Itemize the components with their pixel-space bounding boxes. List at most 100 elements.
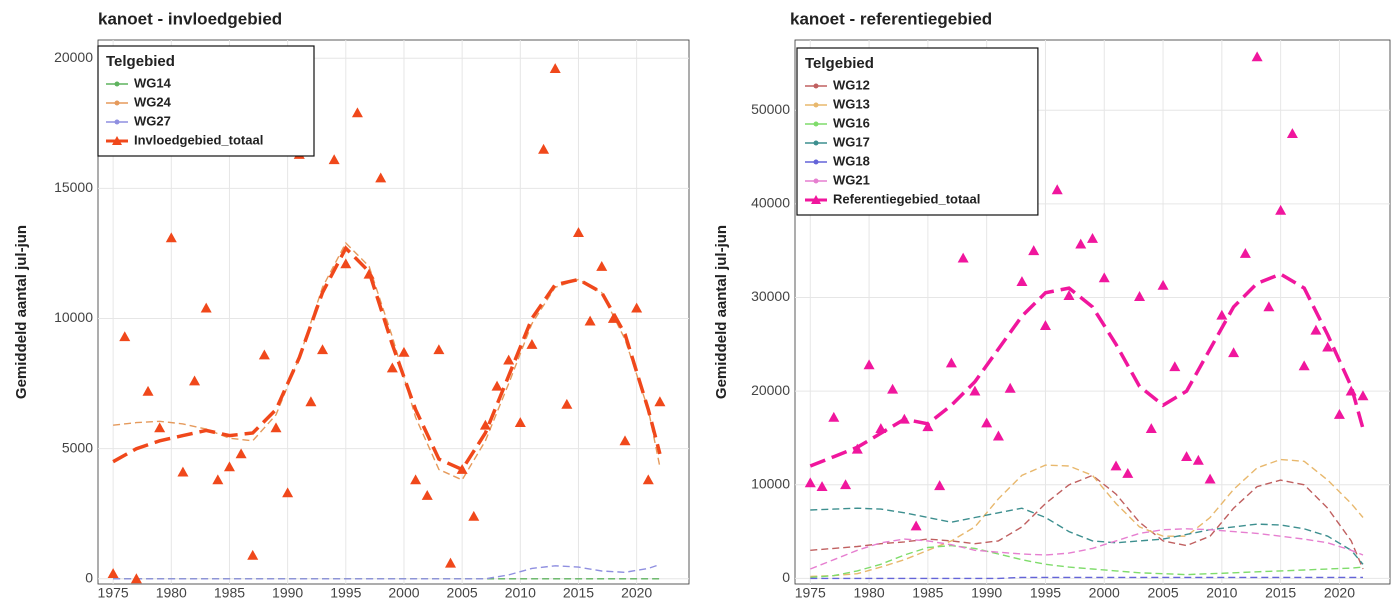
legend-label: WG16 <box>833 115 870 130</box>
data-point <box>1051 184 1063 195</box>
x-tick-label: 1990 <box>272 585 303 601</box>
legend-marker <box>813 178 819 184</box>
data-point <box>468 510 480 521</box>
legend-marker <box>813 140 819 146</box>
x-tick-label: 1975 <box>98 585 129 601</box>
data-point <box>1228 347 1240 358</box>
data-point <box>479 419 491 430</box>
legend-marker <box>114 119 120 125</box>
data-point <box>247 549 259 560</box>
legend-box <box>97 45 315 157</box>
trend-line <box>810 576 1363 580</box>
data-point <box>1063 290 1075 301</box>
data-point <box>491 380 503 391</box>
legend-marker <box>813 102 819 108</box>
data-point <box>1357 390 1369 401</box>
legend-label: WG14 <box>134 75 172 90</box>
x-tick-label: 2005 <box>447 585 478 601</box>
data-point <box>503 354 515 365</box>
x-tick-label: 2015 <box>1265 585 1296 601</box>
data-point <box>1286 128 1298 139</box>
x-tick-label: 1995 <box>330 585 361 601</box>
data-point <box>1322 341 1334 352</box>
data-point <box>1087 232 1098 243</box>
chart-title: kanoet - invloedgebied <box>98 9 282 28</box>
data-point <box>212 474 224 485</box>
legend-title: Telgebied <box>805 55 874 72</box>
trend-line <box>113 563 661 580</box>
data-point <box>1016 276 1028 286</box>
x-tick-label: 2015 <box>563 585 594 601</box>
legend-label: WG17 <box>833 134 870 149</box>
trend-line <box>112 245 662 472</box>
data-point <box>375 172 387 183</box>
data-point <box>619 435 631 446</box>
data-point <box>386 362 398 373</box>
y-tick-label: 40000 <box>751 195 790 211</box>
data-point <box>1216 309 1228 320</box>
data-point <box>934 480 946 491</box>
data-point <box>398 346 410 357</box>
data-point <box>410 474 422 485</box>
x-tick-label: 2010 <box>1206 585 1237 601</box>
y-tick-label: 0 <box>782 569 790 585</box>
x-tick-label: 1985 <box>214 585 245 601</box>
data-point <box>922 421 934 432</box>
x-tick-label: 1995 <box>1030 585 1061 601</box>
data-point <box>200 302 212 313</box>
data-point <box>572 227 584 238</box>
data-point <box>631 302 643 313</box>
data-point <box>1122 468 1134 478</box>
trend-line <box>810 544 1364 579</box>
legend-box <box>796 47 1039 216</box>
data-point <box>317 344 329 355</box>
data-point <box>992 430 1004 441</box>
y-tick-label: 20000 <box>54 49 93 65</box>
data-point <box>981 417 993 428</box>
data-point <box>1134 291 1146 301</box>
data-point <box>1263 301 1275 312</box>
legend-marker <box>813 121 819 127</box>
data-point <box>840 479 852 490</box>
trend-line <box>810 528 1364 570</box>
data-point <box>863 359 875 370</box>
data-point <box>1145 423 1157 433</box>
data-point <box>1251 51 1263 62</box>
data-point <box>223 461 235 472</box>
legend-label: WG12 <box>833 77 870 92</box>
data-point <box>816 481 828 492</box>
x-tick-label: 2000 <box>1089 585 1120 601</box>
data-point <box>130 573 142 584</box>
legend-label: WG21 <box>833 172 870 187</box>
legend-marker <box>112 136 122 145</box>
y-tick-label: 50000 <box>751 101 790 117</box>
data-point <box>421 490 433 500</box>
x-tick-label: 2020 <box>1324 585 1355 601</box>
y-axis-label: Gemiddeld aantal jul-jun <box>13 225 30 399</box>
data-point <box>561 398 573 409</box>
data-point <box>258 349 270 360</box>
data-point <box>1004 382 1016 393</box>
data-point <box>270 422 282 433</box>
trend-line <box>810 474 1364 570</box>
y-axis-label: Gemiddeld aantal jul-jun <box>713 225 730 399</box>
data-point <box>526 339 538 349</box>
data-point <box>538 143 550 154</box>
legend-marker <box>114 100 120 106</box>
legend-title: Telgebied <box>106 53 175 70</box>
data-point <box>1239 247 1251 258</box>
x-tick-label: 1980 <box>156 585 187 601</box>
data-point <box>445 557 457 568</box>
y-tick-label: 10000 <box>751 475 790 491</box>
data-point <box>1298 360 1310 371</box>
x-tick-label: 1975 <box>795 585 826 601</box>
x-tick-label: 2010 <box>505 585 536 601</box>
data-point <box>1204 473 1216 484</box>
data-point <box>596 260 608 271</box>
data-point <box>328 154 340 165</box>
legend-marker <box>813 83 819 89</box>
data-point <box>1333 409 1345 419</box>
data-point <box>1039 320 1051 330</box>
data-point <box>107 568 119 578</box>
